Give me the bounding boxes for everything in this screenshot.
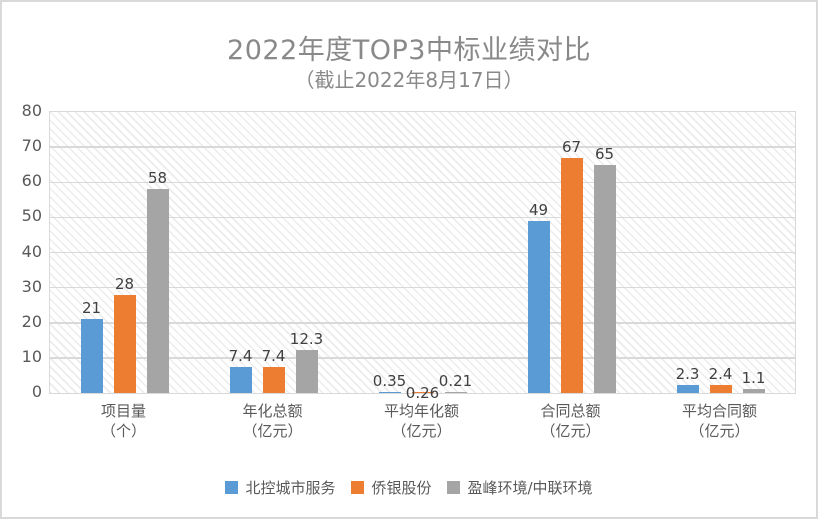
legend-swatch-icon [351, 481, 365, 494]
gridline-50 [50, 216, 795, 219]
bar-北控城市服务-1: 7.4 [229, 348, 252, 393]
x-category-label-2: 平均年化额 （亿元） [383, 402, 459, 440]
gridline-30 [50, 286, 795, 289]
gridline-60 [50, 181, 795, 183]
bar-group-1: 7.4 7.4 12.3 [199, 112, 348, 393]
bar-盈峰环境/中联环境-2: 0.21 [439, 373, 472, 393]
legend-label: 侨银股份 [371, 479, 432, 497]
bar-盈峰环境/中联环境-3: 65 [593, 145, 616, 393]
x-category-label-3: 合同总额 （亿元） [540, 402, 601, 440]
bar-北控城市服务-3: 49 [527, 201, 550, 393]
chart-title: 2022年度TOP3中标业绩对比 [227, 35, 591, 66]
y-axis: 0 10 20 30 40 50 60 70 80 [2, 102, 42, 401]
legend-swatch-icon [225, 481, 239, 494]
data-label: 49 [528, 200, 549, 219]
bar-group-0: 21 28 58 [50, 112, 199, 393]
y-tick-label-40: 40 [21, 241, 42, 261]
bar-groups: 21 28 58 7.4 7.4 12.3 0.35 0.26 0.21 49 67 65 2.3 2.4… [50, 112, 795, 402]
x-category-label-0: 项目量 （个） [100, 402, 146, 440]
bar-group-4: 2.3 2.4 1.1 [646, 112, 795, 393]
data-label: 58 [147, 169, 168, 188]
gridline-10 [50, 357, 795, 359]
x-axis: 项目量 （个） 年化总额 （亿元） 平均年化额 （亿元） 合同总额 （亿元） 平均合同额… [49, 401, 794, 441]
legend-item-侨银股份: 侨银股份 [351, 477, 431, 498]
bar-盈峰环境/中联环境-0: 58 [146, 170, 169, 393]
data-label: 12.3 [289, 329, 324, 348]
y-tick-label-10: 10 [21, 346, 42, 366]
bar-北控城市服务-4: 2.3 [676, 365, 699, 393]
y-tick-label-80: 80 [21, 101, 42, 120]
gridline-70 [50, 146, 795, 148]
bar-北控城市服务-0: 21 [80, 300, 103, 393]
legend-swatch-icon [447, 481, 461, 494]
bar-侨银股份-0: 28 [113, 275, 136, 393]
data-label: 7.4 [228, 347, 253, 366]
data-label: 28 [114, 274, 135, 293]
legend-label: 盈峰环境/中联环境 [467, 479, 593, 497]
y-tick-label-50: 50 [21, 206, 42, 226]
legend-item-北控城市服务: 北控城市服务 [225, 477, 335, 498]
data-label: 1.1 [741, 369, 766, 388]
legend: 北控城市服务 侨银股份 盈峰环境/中联环境 [2, 477, 816, 498]
bar-北控城市服务-2: 0.35 [373, 372, 406, 393]
bar-盈峰环境/中联环境-4: 1.1 [742, 370, 765, 393]
chart-subtitle: （截止2022年8月17日） [294, 68, 524, 92]
bar-group-3: 49 67 65 [497, 112, 646, 393]
y-tick-label-70: 70 [21, 136, 42, 156]
y-tick-label-60: 60 [21, 171, 42, 191]
data-label: 67 [561, 137, 582, 156]
y-tick-label-0: 0 [31, 382, 42, 401]
legend-label: 北控城市服务 [245, 479, 336, 497]
bar-侨银股份-4: 2.4 [709, 365, 732, 393]
data-label: 0.26 [405, 384, 440, 402]
bar-侨银股份-3: 67 [560, 138, 583, 393]
bar-侨银股份-2: 0.26 [406, 385, 439, 402]
data-label: 7.4 [261, 347, 286, 366]
x-category-label-1: 年化总额 （亿元） [242, 402, 303, 440]
y-tick-label-30: 30 [21, 276, 42, 296]
legend-item-盈峰环境/中联环境: 盈峰环境/中联环境 [447, 477, 593, 498]
data-label: 2.3 [675, 364, 700, 383]
bar-group-2: 0.35 0.26 0.21 [348, 112, 497, 402]
data-label: 65 [594, 144, 615, 163]
x-category-label-4: 平均合同额 （亿元） [681, 402, 757, 440]
gridline-40 [50, 251, 795, 254]
plot-area: 21 28 58 7.4 7.4 12.3 0.35 0.26 0.21 49 67 65 2.3 2.4… [49, 111, 796, 402]
data-label: 2.4 [708, 364, 733, 383]
data-label: 21 [81, 299, 102, 318]
bar-侨银股份-1: 7.4 [262, 348, 285, 393]
data-label: 0.21 [438, 372, 473, 390]
gridline-20 [50, 322, 795, 324]
y-tick-label-20: 20 [21, 311, 42, 331]
data-label: 0.35 [372, 371, 407, 390]
bar-盈峰环境/中联环境-1: 12.3 [290, 330, 323, 393]
